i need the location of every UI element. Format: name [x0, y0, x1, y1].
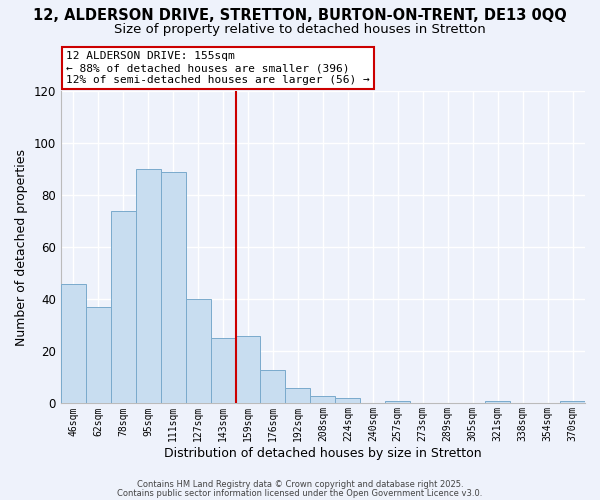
Bar — [61, 284, 86, 404]
Text: Size of property relative to detached houses in Stretton: Size of property relative to detached ho… — [114, 22, 486, 36]
Bar — [111, 210, 136, 404]
Bar — [161, 172, 185, 404]
Bar — [286, 388, 310, 404]
X-axis label: Distribution of detached houses by size in Stretton: Distribution of detached houses by size … — [164, 447, 482, 460]
Bar — [385, 401, 410, 404]
Bar — [260, 370, 286, 404]
Text: Contains HM Land Registry data © Crown copyright and database right 2025.: Contains HM Land Registry data © Crown c… — [137, 480, 463, 489]
Text: 12 ALDERSON DRIVE: 155sqm
← 88% of detached houses are smaller (396)
12% of semi: 12 ALDERSON DRIVE: 155sqm ← 88% of detac… — [66, 52, 370, 84]
Bar — [236, 336, 260, 404]
Bar — [185, 299, 211, 404]
Bar — [136, 169, 161, 404]
Bar — [310, 396, 335, 404]
Text: Contains public sector information licensed under the Open Government Licence v3: Contains public sector information licen… — [118, 488, 482, 498]
Bar — [86, 307, 111, 404]
Text: 12, ALDERSON DRIVE, STRETTON, BURTON-ON-TRENT, DE13 0QQ: 12, ALDERSON DRIVE, STRETTON, BURTON-ON-… — [33, 8, 567, 22]
Y-axis label: Number of detached properties: Number of detached properties — [15, 148, 28, 346]
Bar — [560, 401, 585, 404]
Bar — [485, 401, 510, 404]
Bar — [211, 338, 236, 404]
Bar — [335, 398, 361, 404]
